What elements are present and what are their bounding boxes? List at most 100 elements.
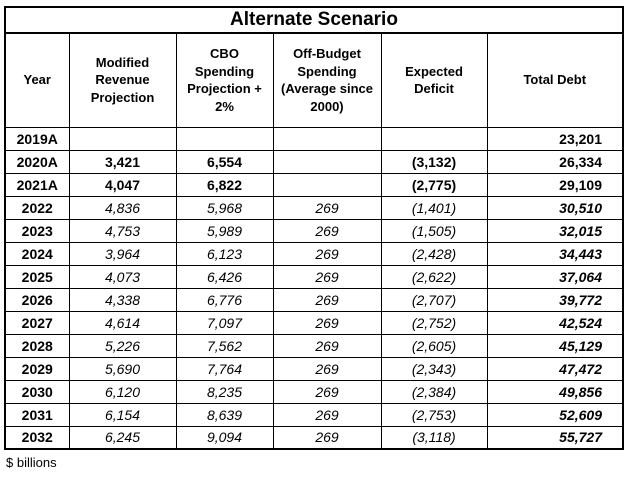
column-header-year: Year [4,32,70,128]
title-row: Alternate Scenario [4,6,624,34]
cell-year: 2028 [4,333,70,358]
table-row-2021a: 2021A 4,047 6,822 (2,775) 29,109 [4,172,624,197]
cell-total-debt: 30,510 [486,195,624,220]
cell-off-budget-spending [272,126,382,151]
cell-year: 2031 [4,402,70,427]
cell-off-budget-spending: 269 [272,379,382,404]
cell-cbo-spending: 5,989 [175,218,274,243]
cell-cbo-spending: 7,562 [175,333,274,358]
cell-expected-deficit: (2,752) [380,310,488,335]
table-row-2020a: 2020A 3,421 6,554 (3,132) 26,334 [4,149,624,174]
cell-off-budget-spending: 269 [272,195,382,220]
cell-off-budget-spending: 269 [272,287,382,312]
cell-total-debt: 23,201 [486,126,624,151]
table-row-2025: 2025 4,073 6,426 269 (2,622) 37,064 [4,264,624,289]
cell-off-budget-spending [272,149,382,174]
cell-modified-revenue: 4,614 [68,310,177,335]
cell-modified-revenue: 4,073 [68,264,177,289]
alternate-scenario-table: Alternate Scenario Year Modified Revenue … [4,6,624,450]
cell-off-budget-spending: 269 [272,218,382,243]
cell-off-budget-spending: 269 [272,241,382,266]
column-header-expected-deficit: Expected Deficit [380,32,488,128]
cell-modified-revenue: 6,245 [68,425,177,450]
cell-total-debt: 26,334 [486,149,624,174]
cell-year: 2021A [4,172,70,197]
cell-total-debt: 39,772 [486,287,624,312]
units-note: $ billions [6,455,57,470]
cell-year: 2024 [4,241,70,266]
cell-modified-revenue: 3,421 [68,149,177,174]
cell-cbo-spending: 6,822 [175,172,274,197]
cell-year: 2030 [4,379,70,404]
cell-year: 2025 [4,264,70,289]
cell-off-budget-spending: 269 [272,264,382,289]
cell-cbo-spending [175,126,274,151]
cell-expected-deficit: (2,343) [380,356,488,381]
cell-cbo-spending: 7,097 [175,310,274,335]
cell-year: 2020A [4,149,70,174]
cell-off-budget-spending: 269 [272,425,382,450]
cell-total-debt: 45,129 [486,333,624,358]
header-row: Year Modified Revenue Projection CBO Spend… [4,32,624,128]
cell-expected-deficit: (1,401) [380,195,488,220]
cell-total-debt: 37,064 [486,264,624,289]
cell-modified-revenue: 4,836 [68,195,177,220]
cell-cbo-spending: 6,776 [175,287,274,312]
cell-total-debt: 42,524 [486,310,624,335]
table-row-2023: 2023 4,753 5,989 269 (1,505) 32,015 [4,218,624,243]
cell-total-debt: 47,472 [486,356,624,381]
table-head: Alternate Scenario Year Modified Revenue … [4,6,624,128]
cell-expected-deficit: (2,753) [380,402,488,427]
cell-year: 2027 [4,310,70,335]
cell-year: 2023 [4,218,70,243]
cell-cbo-spending: 8,639 [175,402,274,427]
cell-modified-revenue: 6,120 [68,379,177,404]
cell-modified-revenue: 4,047 [68,172,177,197]
cell-cbo-spending: 7,764 [175,356,274,381]
column-header-total-debt: Total Debt [486,32,624,128]
cell-cbo-spending: 6,426 [175,264,274,289]
cell-modified-revenue: 5,226 [68,333,177,358]
cell-total-debt: 52,609 [486,402,624,427]
cell-year: 2019A [4,126,70,151]
column-header-cbo-spending: CBO Spending Projection + 2% [175,32,274,128]
column-header-off-budget-spending: Off-Budget Spending (Average since 2000) [272,32,382,128]
cell-cbo-spending: 8,235 [175,379,274,404]
table-row-2024: 2024 3,964 6,123 269 (2,428) 34,443 [4,241,624,266]
cell-modified-revenue: 4,338 [68,287,177,312]
cell-total-debt: 55,727 [486,425,624,450]
cell-cbo-spending: 6,554 [175,149,274,174]
cell-total-debt: 29,109 [486,172,624,197]
cell-expected-deficit: (2,605) [380,333,488,358]
cell-cbo-spending: 9,094 [175,425,274,450]
cell-expected-deficit: (2,384) [380,379,488,404]
cell-modified-revenue: 3,964 [68,241,177,266]
cell-off-budget-spending [272,172,382,197]
page: Alternate Scenario Year Modified Revenue … [4,6,624,470]
table-row-2027: 2027 4,614 7,097 269 (2,752) 42,524 [4,310,624,335]
cell-modified-revenue: 6,154 [68,402,177,427]
cell-total-debt: 34,443 [486,241,624,266]
cell-year: 2029 [4,356,70,381]
cell-year: 2026 [4,287,70,312]
cell-year: 2022 [4,195,70,220]
cell-expected-deficit: (2,707) [380,287,488,312]
cell-cbo-spending: 6,123 [175,241,274,266]
cell-off-budget-spending: 269 [272,402,382,427]
table-row-2031: 2031 6,154 8,639 269 (2,753) 52,609 [4,402,624,427]
table-row-2028: 2028 5,226 7,562 269 (2,605) 45,129 [4,333,624,358]
table-row-2032: 2032 6,245 9,094 269 (3,118) 55,727 [4,425,624,450]
column-header-modified-revenue: Modified Revenue Projection [68,32,177,128]
cell-total-debt: 49,856 [486,379,624,404]
cell-modified-revenue [68,126,177,151]
cell-off-budget-spending: 269 [272,333,382,358]
cell-cbo-spending: 5,968 [175,195,274,220]
cell-expected-deficit [380,126,488,151]
cell-off-budget-spending: 269 [272,310,382,335]
cell-modified-revenue: 4,753 [68,218,177,243]
cell-expected-deficit: (3,132) [380,149,488,174]
cell-total-debt: 32,015 [486,218,624,243]
table-row-2019a: 2019A 23,201 [4,126,624,151]
cell-year: 2032 [4,425,70,450]
cell-expected-deficit: (2,428) [380,241,488,266]
